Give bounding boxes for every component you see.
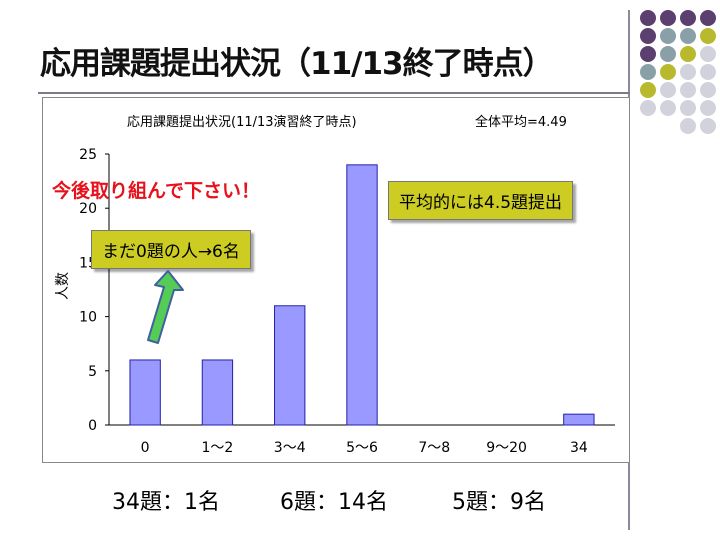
y-tick-label: 10 xyxy=(79,310,97,326)
bar-1 xyxy=(201,359,234,426)
call-to-action-text: 今後取り組んで下さい！ xyxy=(52,180,261,202)
slide-title: 応用課題提出状況（11/13終了時点） xyxy=(40,46,554,82)
decor-dot xyxy=(660,82,676,98)
decor-dot xyxy=(660,46,676,62)
decor-dot xyxy=(680,118,696,134)
x-tick-label: 0 xyxy=(141,440,150,456)
decor-dot xyxy=(640,100,656,116)
decor-dot xyxy=(660,10,676,26)
decor-dot xyxy=(700,10,716,26)
decor-dot xyxy=(640,28,656,44)
decor-dot xyxy=(640,82,656,98)
y-tick-label: 5 xyxy=(88,364,97,380)
summary-note-5: 5題：9名 xyxy=(452,490,546,515)
y-tick-label: 0 xyxy=(88,418,97,434)
x-tick-label: 1〜2 xyxy=(202,440,234,456)
decor-dot xyxy=(700,82,716,98)
decor-dot xyxy=(680,100,696,116)
decor-dot xyxy=(700,64,716,80)
decor-dot xyxy=(640,46,656,62)
decor-dot xyxy=(640,10,656,26)
decor-dot xyxy=(680,28,696,44)
x-tick-label: 9〜20 xyxy=(486,440,527,456)
y-tick-label: 25 xyxy=(79,147,97,163)
summary-note-34: 34題：1名 xyxy=(112,490,220,515)
bar-6 xyxy=(563,413,595,426)
decor-dot xyxy=(680,64,696,80)
decor-dot xyxy=(680,82,696,98)
y-tick-label: 20 xyxy=(79,201,97,217)
chart-subtitle: 全体平均=4.49 xyxy=(475,114,567,130)
decor-horizontal-line xyxy=(38,92,630,94)
summary-note-6: 6題：14名 xyxy=(280,490,388,515)
x-tick-label: 5〜6 xyxy=(346,440,378,456)
decor-dot xyxy=(700,46,716,62)
bar-0 xyxy=(129,359,161,426)
chart-title: 応用課題提出状況(11/13演習終了時点) xyxy=(127,114,357,130)
y-axis-label: 人数 xyxy=(55,272,71,300)
decor-dot xyxy=(680,46,696,62)
bar-3 xyxy=(346,164,378,426)
decor-dot xyxy=(700,118,716,134)
chart-frame: 応用課題提出状況(11/13演習終了時点) 全体平均=4.49 人数 0 5 10 1… xyxy=(42,97,630,463)
bar-chart: 応用課題提出状況(11/13演習終了時点) 全体平均=4.49 人数 0 5 10 1… xyxy=(55,114,615,456)
bar-2 xyxy=(274,305,306,426)
decor-dot xyxy=(660,64,676,80)
decor-dot xyxy=(660,28,676,44)
x-tick-label: 34 xyxy=(570,440,588,456)
decor-dot xyxy=(700,28,716,44)
decor-dot xyxy=(660,100,676,116)
x-tick-label: 7〜8 xyxy=(418,440,450,456)
decor-dot xyxy=(680,10,696,26)
up-arrow-icon xyxy=(147,270,184,344)
decor-dot xyxy=(700,100,716,116)
zero-submission-callout: まだ0題の人→6名 xyxy=(91,230,251,269)
average-callout: 平均的には4.5題提出 xyxy=(388,181,574,220)
decor-dot xyxy=(640,64,656,80)
x-tick-label: 3〜4 xyxy=(274,440,306,456)
